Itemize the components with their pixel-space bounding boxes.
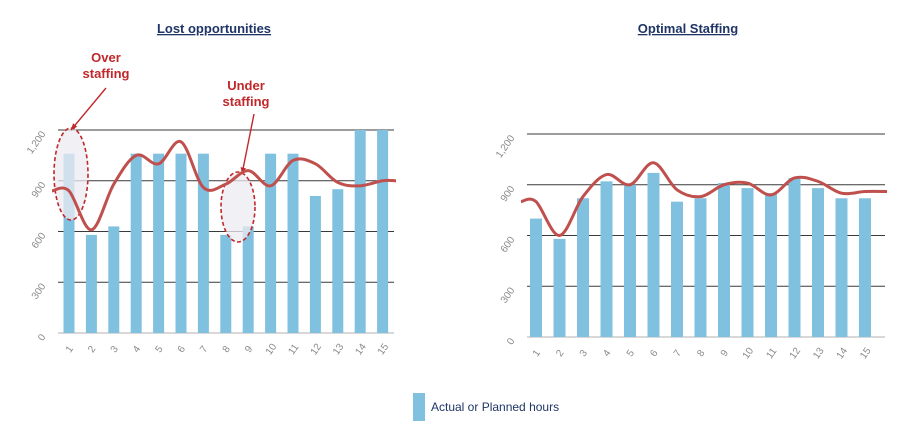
bar [835,198,848,337]
bar [694,198,707,337]
annotations: Over staffing Under staffing [53,50,270,243]
bar [354,130,366,333]
x-tick-label: 14 [835,345,851,361]
legend-label: Actual or Planned hours [431,400,560,414]
x-tick-label: 10 [264,341,280,357]
bar [220,234,232,333]
x-tick-label: 2 [86,344,98,355]
x-tick-label: 8 [695,348,707,359]
y-tick-label: 900 [499,184,518,204]
x-tick-label: 5 [153,344,165,355]
demand-line [51,140,397,232]
x-tick-label: 11 [764,346,779,361]
bar [859,198,871,337]
x-tick-label: 3 [109,344,121,355]
bar [309,195,321,333]
x-tick-label: 2 [554,348,566,359]
bar [175,153,187,333]
chart-title: Optimal Staffing [638,21,738,36]
annotation-arrow [70,87,107,131]
x-tick-labels: 1 2 3 4 5 6 7 8 9 10 11 12 13 14 15 [64,341,392,357]
bar [671,201,683,337]
bar [63,153,75,333]
bar [197,153,209,333]
y-tick-label: 900 [30,180,49,200]
highlight-ellipse [53,127,89,221]
y-tick-label: 300 [30,281,49,301]
x-tick-label: 11 [286,342,301,357]
x-tick-label: 1 [64,344,76,355]
x-tick-label: 15 [858,345,874,361]
bars [530,172,871,337]
bar [530,218,542,337]
x-tick-label: 12 [788,345,804,361]
y-tick-label: 300 [499,285,518,305]
x-tick-label: 3 [578,348,590,359]
x-tick-label: 6 [176,344,188,355]
x-tick-label: 4 [601,348,613,359]
bar [332,189,344,333]
y-tick-label: 0 [36,332,48,343]
x-tick-label: 12 [309,341,325,357]
bar [765,193,777,337]
bar [624,184,636,337]
arrow-head-icon [71,123,78,130]
x-tick-label: 6 [648,348,660,359]
bar [377,130,389,333]
chart-title: Lost opportunities [157,21,271,36]
annotation-label: Under staffing [223,78,270,109]
bar [600,181,613,337]
bar [287,153,299,333]
x-tick-label: 13 [811,345,827,361]
highlight-ellipse [220,171,256,243]
x-tick-label: 4 [131,344,143,355]
legend: Actual or Planned hours [413,393,559,421]
x-tick-label: 1 [531,348,543,359]
bar [153,153,165,333]
bar [553,238,566,337]
x-tick-label: 8 [221,344,233,355]
x-tick-label: 7 [672,348,684,359]
demand-line [520,161,888,237]
x-tick-label: 15 [376,341,392,357]
x-tick-label: 7 [198,344,210,355]
bar [130,153,142,333]
annotation-arrow [241,113,255,175]
bar [788,177,801,337]
legend-swatch [413,393,425,421]
y-tick-label: 0 [505,336,517,347]
lost-opportunities-chart: Lost opportunities 1 2 3 4 5 6 7 8 9 10 11 12 13 14 15… [25,21,397,357]
x-tick-label: 9 [719,348,731,359]
bar [577,198,589,337]
x-tick-label: 5 [625,348,637,359]
x-tick-label: 13 [331,341,347,357]
annotation-label: Over staffing [83,50,130,81]
bar [265,153,277,333]
optimal-staffing-chart: Optimal Staffing 1 2 3 4 5 6 7 8 9 10 11 12 13 14 15 0… [494,21,888,361]
x-tick-label: 10 [741,345,757,361]
y-tick-label: 1,200 [494,133,518,160]
bar [242,226,254,333]
bar [108,226,120,333]
x-tick-labels: 1 2 3 4 5 6 7 8 9 10 11 12 13 14 15 [531,345,874,361]
bar [647,172,660,337]
bar [812,188,824,337]
y-tick-label: 600 [30,231,49,251]
bar [718,183,730,337]
y-tick-label: 1,200 [25,129,49,156]
y-tick-labels: 0 300 600 900 1,200 [25,129,49,343]
bar [741,188,754,337]
bars [63,130,389,333]
y-tick-label: 600 [499,235,518,255]
x-tick-label: 9 [243,344,255,355]
y-tick-labels: 0 300 600 900 1,200 [494,133,518,347]
x-tick-label: 14 [353,341,369,357]
bar [85,234,97,333]
